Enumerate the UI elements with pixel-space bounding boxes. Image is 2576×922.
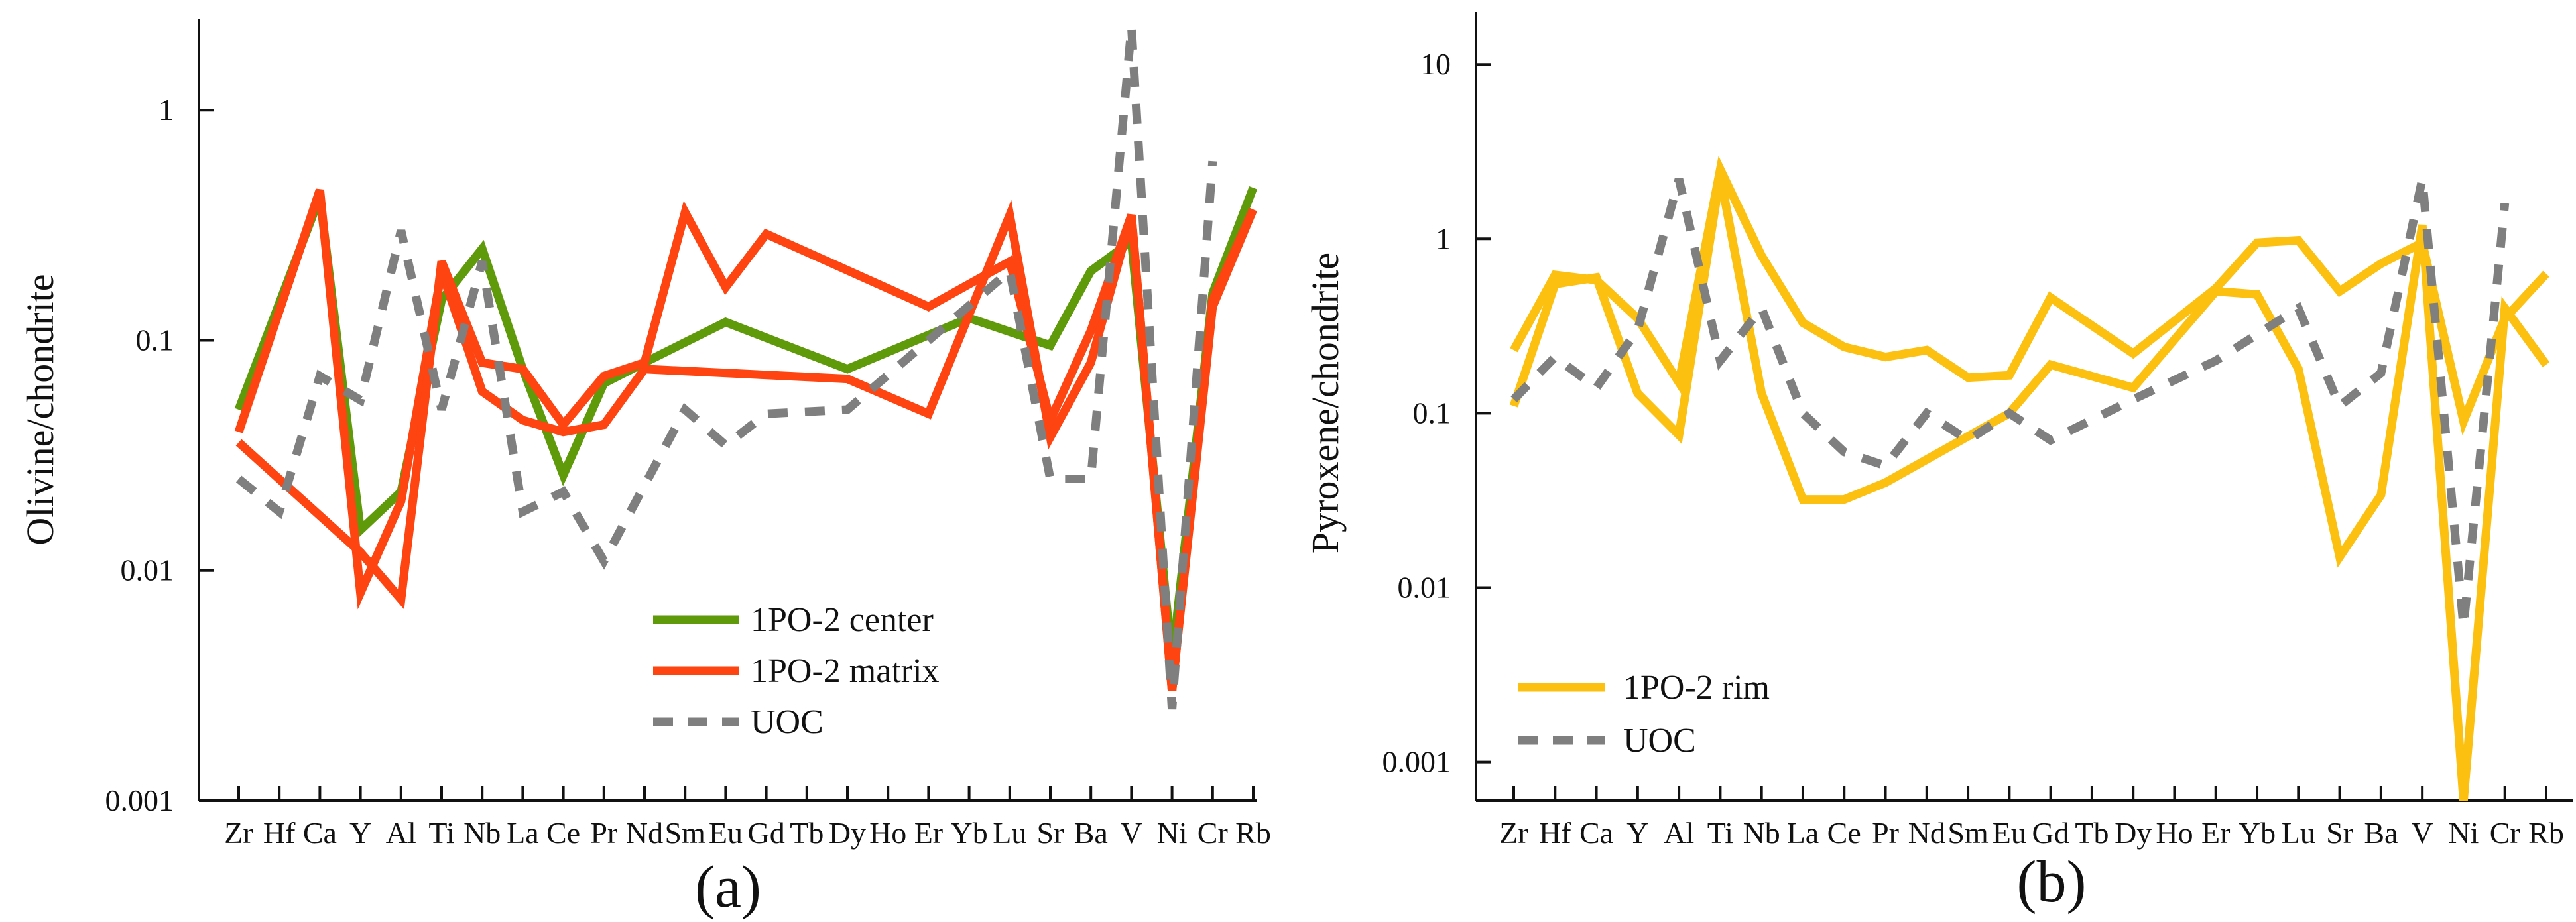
x-tick-label-er: Er <box>914 816 943 850</box>
x-tick-label-al: Al <box>1664 816 1694 850</box>
panel-label: (b) <box>2017 849 2087 915</box>
x-tick-label-lu: Lu <box>2282 816 2315 850</box>
x-tick-label-ni: Ni <box>1157 816 1188 850</box>
x-tick-label-pr: Pr <box>1872 816 1899 850</box>
x-tick-label-ti: Ti <box>1707 816 1733 850</box>
x-tick-label-ti: Ti <box>428 816 454 850</box>
y-tick-label: 0.01 <box>1398 571 1451 605</box>
x-tick-label-ca: Ca <box>303 816 337 850</box>
legend-label-1po-2-center: 1PO-2 center <box>751 601 934 639</box>
x-tick-label-rb: Rb <box>1235 816 1271 850</box>
x-tick-label-dy: Dy <box>829 816 866 850</box>
x-tick-label-ho: Ho <box>2156 816 2193 850</box>
y-tick-label: 0.001 <box>105 783 174 817</box>
y-tick-label: 0.1 <box>1413 396 1451 430</box>
y-tick-label: 0.001 <box>1382 745 1451 779</box>
series-line-uoc <box>235 27 1217 710</box>
x-tick-label-rb: Rb <box>2528 816 2564 850</box>
x-tick-label-eu: Eu <box>1993 816 2026 850</box>
x-tick-label-ba: Ba <box>1074 816 1108 850</box>
x-tick-label-zr: Zr <box>1499 816 1528 850</box>
legend-label-1po-2-matrix: 1PO-2 matrix <box>751 652 940 690</box>
x-tick-label-ce: Ce <box>546 816 580 850</box>
x-tick-label-sm: Sm <box>1947 816 1989 850</box>
x-tick-label-gd: Gd <box>2032 816 2069 850</box>
x-tick-label-zr: Zr <box>224 816 253 850</box>
y-tick-label: 1 <box>158 93 174 127</box>
x-tick-label-y: Y <box>1626 816 1648 850</box>
x-tick-label-gd: Gd <box>747 816 784 850</box>
x-tick-label-yb: Yb <box>950 816 987 850</box>
y-tick-label: 0.01 <box>121 553 174 587</box>
y-tick-label: 1 <box>1436 221 1451 255</box>
x-tick-label-ca: Ca <box>1579 816 1613 850</box>
x-tick-label-sm: Sm <box>665 816 706 850</box>
x-tick-label-v: V <box>1121 816 1142 850</box>
x-tick-label-eu: Eu <box>709 816 743 850</box>
x-tick-label-pr: Pr <box>590 816 617 850</box>
x-tick-label-nb: Nb <box>463 816 501 850</box>
x-tick-label-la: La <box>507 816 539 850</box>
y-axis-title: Pyroxene/chondrite <box>1304 253 1347 553</box>
x-tick-label-cr: Cr <box>1197 816 1228 850</box>
series-line-1po-2-rim-2 <box>1509 174 2550 801</box>
y-axis-title: Olivine/chondrite <box>19 274 62 545</box>
x-tick-label-ba: Ba <box>2364 816 2398 850</box>
y-tick-label: 0.1 <box>136 323 174 357</box>
panel-b-chart: 0.001 0.01 0.1 1 10 Zr Hf Ca Y Al Ti Nb La Ce Pr Nd Sm Eu… <box>1304 12 2573 915</box>
series-line-1po-2-rim-1 <box>1510 156 2549 436</box>
x-tick-label-lu: Lu <box>993 816 1026 850</box>
legend-label-1po-2-rim: 1PO-2 rim <box>1623 669 1770 707</box>
x-tick-label-ce: Ce <box>1827 816 1861 850</box>
x-tick-label-er: Er <box>2201 816 2230 850</box>
series-line-uoc <box>1510 178 2510 627</box>
x-tick-label-yb: Yb <box>2239 816 2276 850</box>
x-tick-label-la: La <box>1787 816 1819 850</box>
panel-label: (a) <box>695 854 761 920</box>
legend-label-uoc: UOC <box>1623 722 1696 760</box>
x-tick-label-sr: Sr <box>1037 816 1064 850</box>
x-tick-label-ni: Ni <box>2448 816 2479 850</box>
x-tick-label-al: Al <box>386 816 416 850</box>
x-tick-label-hf: Hf <box>263 816 296 850</box>
x-tick-label-y: Y <box>349 816 371 850</box>
x-tick-label-cr: Cr <box>2490 816 2520 850</box>
x-tick-label-tb: Tb <box>790 816 824 850</box>
x-tick-label-nd: Nd <box>626 816 663 850</box>
y-tick-label: 10 <box>1420 47 1451 81</box>
series-line-1po-2-matrix-2 <box>235 200 1257 691</box>
x-tick-label-dy: Dy <box>2115 816 2152 850</box>
x-tick-label-nd: Nd <box>1908 816 1945 850</box>
panel-a-chart: 0.001 0.01 0.1 1 Zr Hf Ca Y Al Ti Nb La Ce Pr Nd Sm Eu Gd… <box>19 19 1271 920</box>
x-tick-label-hf: Hf <box>1539 816 1571 850</box>
x-tick-label-tb: Tb <box>2075 816 2109 850</box>
legend: 1PO-2 center 1PO-2 matrix UOC <box>653 601 940 741</box>
x-tick-label-v: V <box>2412 816 2433 850</box>
x-tick-label-sr: Sr <box>2326 816 2353 850</box>
x-tick-label-ho: Ho <box>869 816 906 850</box>
x-tick-label-nb: Nb <box>1743 816 1780 850</box>
legend-label-uoc: UOC <box>751 703 824 741</box>
legend: 1PO-2 rim UOC <box>1518 669 1770 760</box>
